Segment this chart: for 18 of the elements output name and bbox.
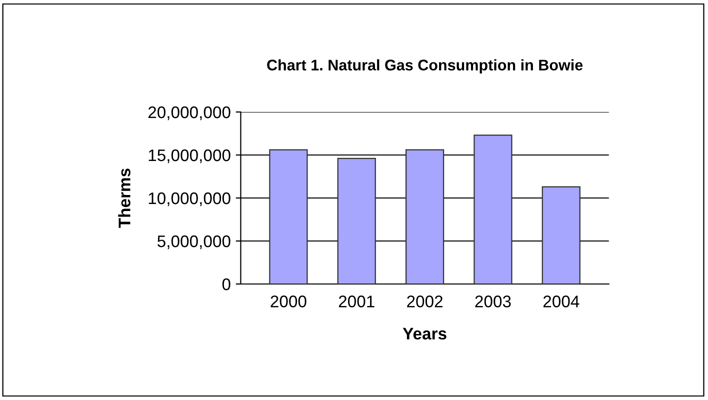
y-tick-label: 5,000,000 (158, 235, 230, 250)
bar (269, 149, 308, 284)
y-axis-title: Therms (118, 168, 130, 228)
y-tick-label: 10,000,000 (148, 192, 230, 206)
y-tick-label: 20,000,000 (148, 106, 230, 120)
chart-title: Chart 1. Natural Gas Consumption in Bowie (267, 59, 583, 74)
x-tick-label: 2003 (475, 296, 511, 308)
bar (474, 134, 512, 284)
x-tick-label: 2000 (270, 296, 306, 308)
x-tick-label: 2001 (338, 296, 374, 308)
bar (337, 158, 376, 284)
x-axis-title: Years (402, 328, 446, 340)
x-tick-label: 2002 (407, 296, 443, 308)
y-tick-label: 15,000,000 (148, 149, 230, 164)
bar (405, 149, 444, 284)
y-tick-label: 0 (222, 278, 230, 290)
bar (542, 186, 580, 284)
x-tick-label: 2004 (543, 296, 580, 308)
